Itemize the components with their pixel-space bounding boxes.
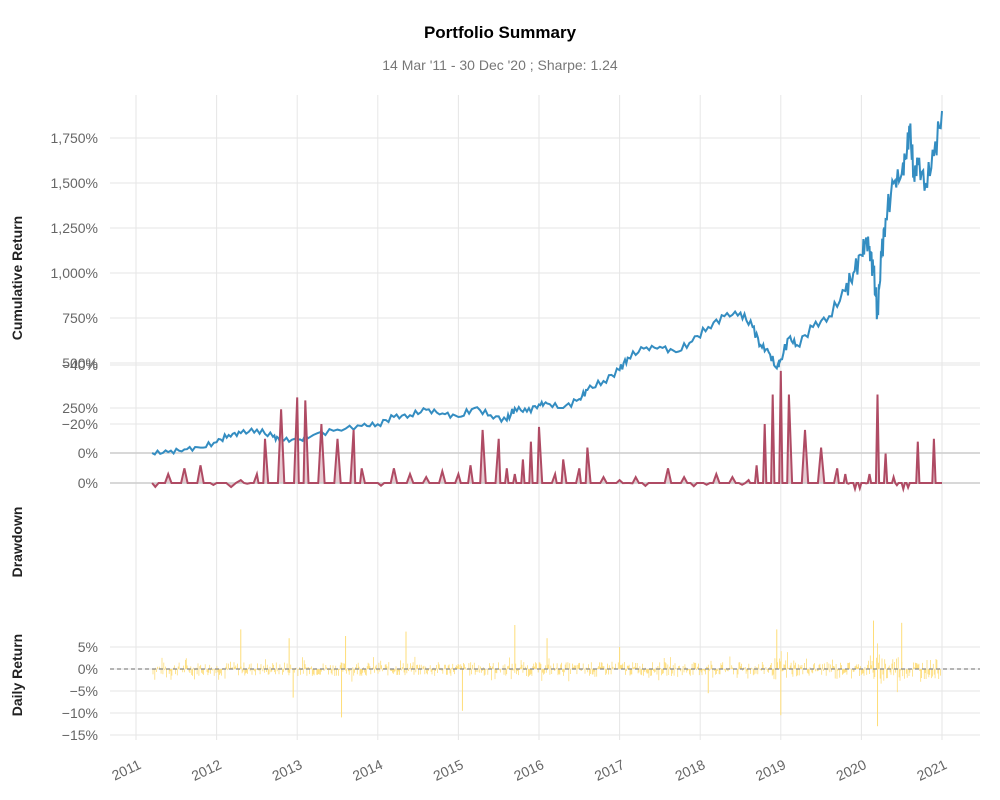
y-tick-label: 1,500% (51, 175, 98, 191)
y-tick-label: 250% (62, 400, 98, 416)
y-tick-label: 500% (62, 355, 98, 371)
y-tick-label: 1,250% (51, 220, 98, 236)
drawdown-panel (110, 370, 980, 493)
y-tick-label: −5% (70, 683, 98, 699)
daily-return-panel (110, 620, 980, 727)
x-tick-label: 2017 (592, 756, 627, 784)
y-tick-label: 750% (62, 310, 98, 326)
y-tick-label: 5% (78, 639, 98, 655)
y-tick-label: −10% (62, 705, 98, 721)
y-tick-label: −20% (62, 416, 98, 432)
daily-return-axis-label: Daily Return (9, 634, 25, 716)
y-tick-label: −15% (62, 727, 98, 743)
x-tick-label: 2013 (269, 756, 304, 784)
x-tick-label: 2011 (109, 756, 143, 783)
y-tick-label: 1,750% (51, 130, 98, 146)
x-tick-label: 2016 (511, 756, 546, 784)
y-tick-label: −40% (62, 357, 98, 373)
daily-return-bars (151, 643, 941, 693)
drawdown-line (151, 370, 942, 493)
chart-title: Portfolio Summary (424, 23, 577, 42)
y-tick-label: 0% (78, 661, 98, 677)
y-tick-label: 0% (78, 445, 98, 461)
x-tick-label: 2018 (672, 756, 707, 784)
cumulative-return-panel (110, 110, 980, 456)
x-tick-label: 2014 (350, 756, 385, 784)
chart-subtitle: 14 Mar '11 - 30 Dec '20 ; Sharpe: 1.24 (382, 57, 618, 73)
x-tick-label: 2019 (753, 756, 788, 784)
x-tick-label: 2020 (834, 756, 869, 784)
x-tick-label: 2012 (189, 756, 224, 784)
cumulative-return-line (151, 110, 943, 456)
y-tick-label: 1,000% (51, 265, 98, 281)
cumulative-return-axis-label: Cumulative Return (9, 216, 25, 340)
x-tick-label: 2021 (914, 756, 949, 784)
y-tick-label: 0% (78, 475, 98, 491)
drawdown-axis-label: Drawdown (9, 507, 25, 578)
x-tick-label: 2015 (431, 756, 466, 784)
